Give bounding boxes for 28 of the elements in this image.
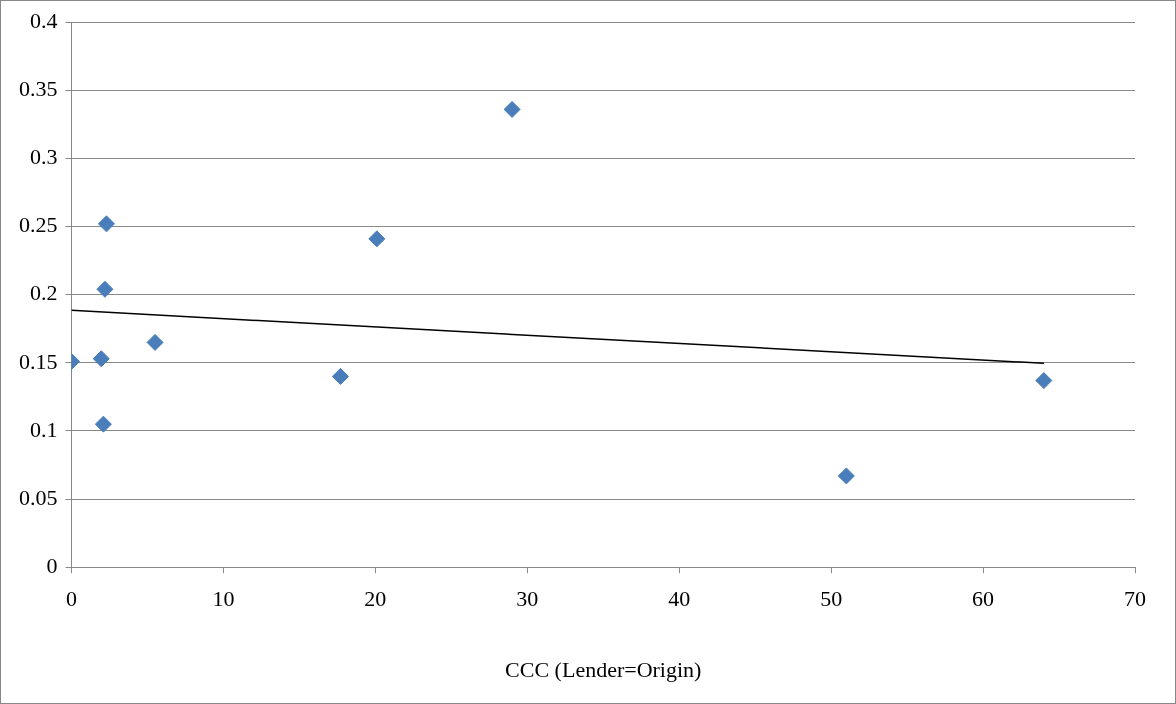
point xyxy=(94,415,112,433)
y-tick-label: 0.3 xyxy=(30,144,58,170)
x-tick-label: 70 xyxy=(1124,586,1146,612)
point xyxy=(146,333,164,351)
y-tick-label: 0.2 xyxy=(30,280,58,306)
point xyxy=(92,350,110,368)
point xyxy=(1035,372,1053,390)
x-tick-label: 50 xyxy=(820,586,843,612)
point xyxy=(837,467,855,485)
x-tick-label: 60 xyxy=(972,586,995,612)
y-tick-label: 0.1 xyxy=(30,416,58,442)
point xyxy=(331,367,349,385)
y-tick-label: 0.4 xyxy=(30,7,58,33)
point xyxy=(97,215,115,233)
y-tick-label: 0.35 xyxy=(19,76,58,102)
x-tick-label: 10 xyxy=(212,586,235,612)
y-tick-label: 0.25 xyxy=(19,212,58,238)
x-tick-label: 30 xyxy=(516,586,539,612)
x-axis-title: CCC (Lender=Origin) xyxy=(505,656,702,682)
point xyxy=(368,230,386,248)
y-tick-label: 0.15 xyxy=(19,348,58,374)
y-tick-label: 0 xyxy=(46,552,58,578)
x-tick-label: 20 xyxy=(364,586,387,612)
point xyxy=(503,100,521,118)
x-tick-label: 40 xyxy=(668,586,691,612)
y-tick-label: 0.05 xyxy=(19,484,58,510)
point xyxy=(96,280,114,298)
x-tick-label: 0 xyxy=(66,586,77,612)
